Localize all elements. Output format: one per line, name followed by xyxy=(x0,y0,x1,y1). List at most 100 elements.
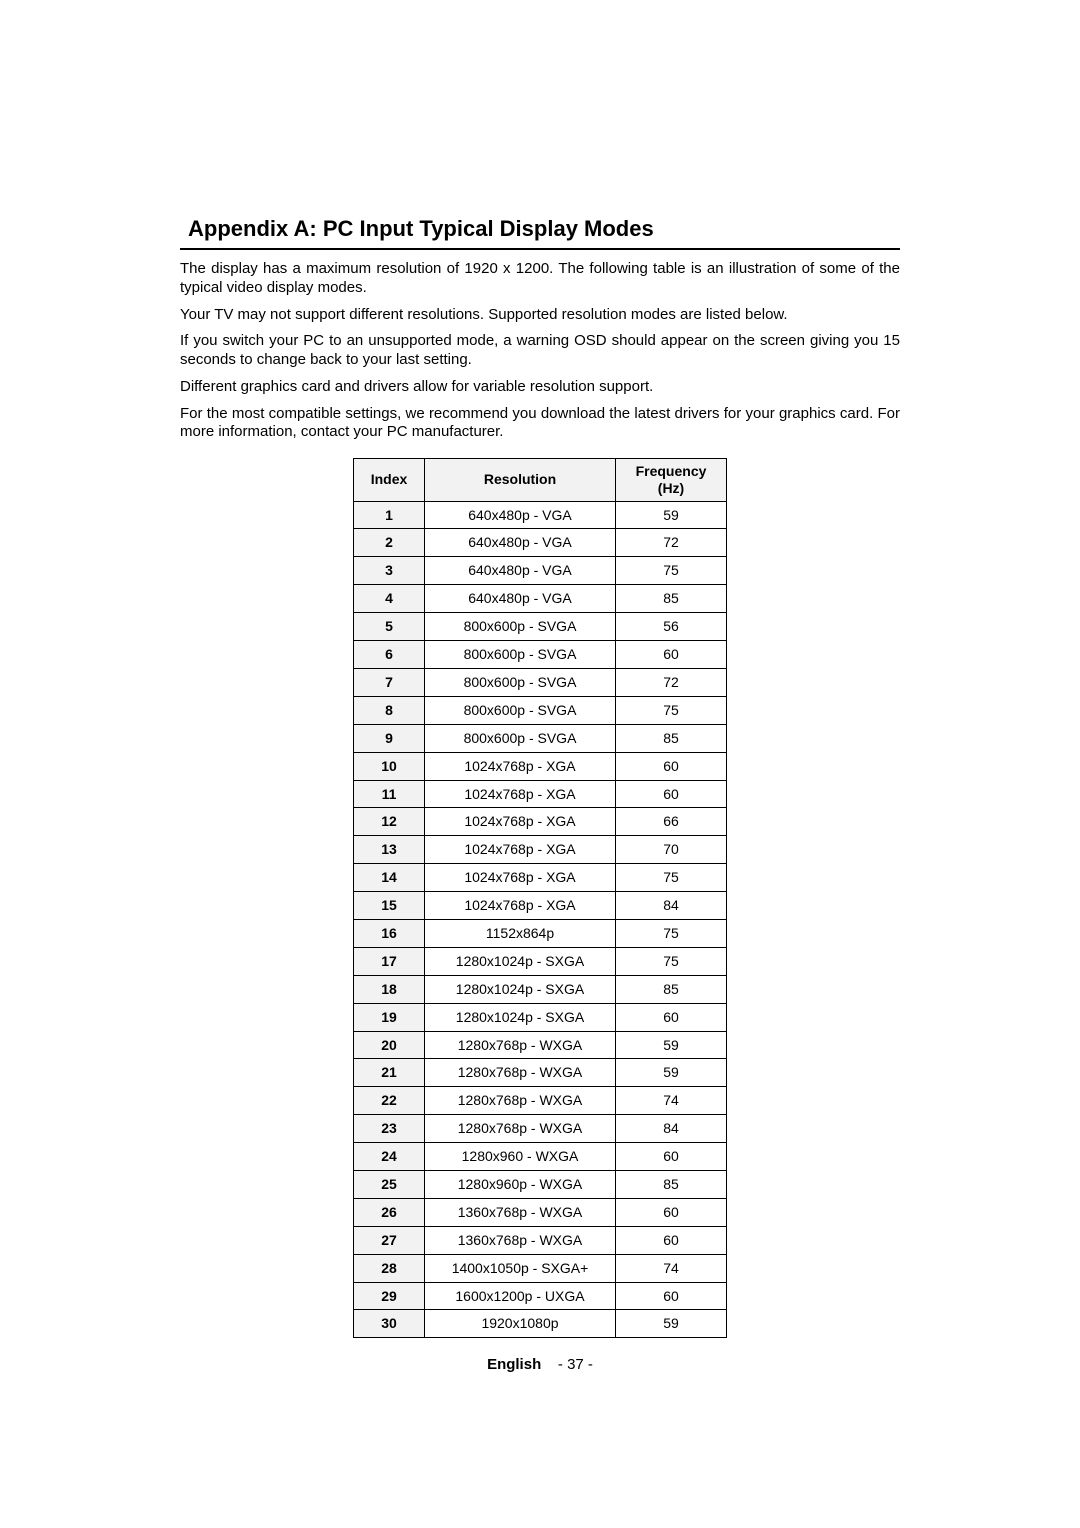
cell-frequency: 60 xyxy=(616,641,727,669)
cell-resolution: 1024x768p - XGA xyxy=(425,752,616,780)
table-row: 141024x768p - XGA75 xyxy=(354,864,727,892)
cell-resolution: 1024x768p - XGA xyxy=(425,808,616,836)
cell-index: 4 xyxy=(354,585,425,613)
cell-resolution: 1280x768p - WXGA xyxy=(425,1115,616,1143)
cell-frequency: 84 xyxy=(616,1115,727,1143)
paragraph: Your TV may not support different resolu… xyxy=(180,306,900,325)
table-row: 291600x1200p - UXGA60 xyxy=(354,1282,727,1310)
cell-index: 19 xyxy=(354,1003,425,1031)
cell-resolution: 1024x768p - XGA xyxy=(425,864,616,892)
page-footer: English - 37 - xyxy=(0,1356,1080,1373)
frequency-unit: (Hz) xyxy=(658,480,684,496)
cell-frequency: 59 xyxy=(616,1059,727,1087)
footer-page-number: - 37 - xyxy=(558,1356,593,1373)
cell-frequency: 66 xyxy=(616,808,727,836)
table-row: 281400x1050p - SXGA+74 xyxy=(354,1254,727,1282)
cell-resolution: 1280x1024p - SXGA xyxy=(425,975,616,1003)
cell-index: 6 xyxy=(354,641,425,669)
cell-resolution: 1600x1200p - UXGA xyxy=(425,1282,616,1310)
col-header-resolution: Resolution xyxy=(425,459,616,502)
table-row: 151024x768p - XGA84 xyxy=(354,892,727,920)
cell-frequency: 75 xyxy=(616,696,727,724)
table-row: 9800x600p - SVGA85 xyxy=(354,724,727,752)
cell-frequency: 60 xyxy=(616,1226,727,1254)
cell-resolution: 1360x768p - WXGA xyxy=(425,1198,616,1226)
table-row: 161152x864p75 xyxy=(354,919,727,947)
cell-frequency: 56 xyxy=(616,613,727,641)
table-row: 211280x768p - WXGA59 xyxy=(354,1059,727,1087)
table-row: 131024x768p - XGA70 xyxy=(354,836,727,864)
cell-resolution: 800x600p - SVGA xyxy=(425,613,616,641)
table-row: 2640x480p - VGA72 xyxy=(354,529,727,557)
cell-resolution: 1024x768p - XGA xyxy=(425,780,616,808)
cell-index: 22 xyxy=(354,1087,425,1115)
cell-index: 25 xyxy=(354,1170,425,1198)
table-row: 191280x1024p - SXGA60 xyxy=(354,1003,727,1031)
cell-frequency: 60 xyxy=(616,780,727,808)
cell-index: 27 xyxy=(354,1226,425,1254)
footer-spacer xyxy=(545,1356,553,1373)
cell-resolution: 1280x960p - WXGA xyxy=(425,1170,616,1198)
cell-resolution: 1024x768p - XGA xyxy=(425,836,616,864)
col-header-index: Index xyxy=(354,459,425,502)
table-row: 181280x1024p - SXGA85 xyxy=(354,975,727,1003)
cell-frequency: 85 xyxy=(616,1170,727,1198)
frequency-label: Frequency xyxy=(636,463,707,479)
table-row: 171280x1024p - SXGA75 xyxy=(354,947,727,975)
cell-frequency: 59 xyxy=(616,1310,727,1338)
cell-index: 29 xyxy=(354,1282,425,1310)
page-title: Appendix A: PC Input Typical Display Mod… xyxy=(188,216,892,242)
cell-frequency: 75 xyxy=(616,947,727,975)
cell-resolution: 800x600p - SVGA xyxy=(425,641,616,669)
table-row: 101024x768p - XGA60 xyxy=(354,752,727,780)
cell-resolution: 1280x768p - WXGA xyxy=(425,1031,616,1059)
cell-resolution: 1152x864p xyxy=(425,919,616,947)
cell-resolution: 640x480p - VGA xyxy=(425,585,616,613)
cell-index: 10 xyxy=(354,752,425,780)
table-row: 3640x480p - VGA75 xyxy=(354,557,727,585)
cell-resolution: 640x480p - VGA xyxy=(425,501,616,529)
table-row: 6800x600p - SVGA60 xyxy=(354,641,727,669)
table-row: 201280x768p - WXGA59 xyxy=(354,1031,727,1059)
table-row: 261360x768p - WXGA60 xyxy=(354,1198,727,1226)
display-modes-table: Index Resolution Frequency (Hz) 1640x480… xyxy=(353,458,727,1338)
cell-resolution: 1360x768p - WXGA xyxy=(425,1226,616,1254)
cell-index: 8 xyxy=(354,696,425,724)
cell-resolution: 800x600p - SVGA xyxy=(425,696,616,724)
cell-frequency: 59 xyxy=(616,1031,727,1059)
paragraph: Different graphics card and drivers allo… xyxy=(180,378,900,397)
cell-frequency: 60 xyxy=(616,1282,727,1310)
cell-frequency: 74 xyxy=(616,1254,727,1282)
cell-index: 28 xyxy=(354,1254,425,1282)
table-row: 271360x768p - WXGA60 xyxy=(354,1226,727,1254)
table-row: 111024x768p - XGA60 xyxy=(354,780,727,808)
table-header: Index Resolution Frequency (Hz) xyxy=(354,459,727,502)
cell-index: 21 xyxy=(354,1059,425,1087)
cell-index: 2 xyxy=(354,529,425,557)
cell-index: 30 xyxy=(354,1310,425,1338)
cell-frequency: 75 xyxy=(616,557,727,585)
cell-resolution: 1400x1050p - SXGA+ xyxy=(425,1254,616,1282)
table-row: 241280x960 - WXGA60 xyxy=(354,1143,727,1171)
cell-index: 16 xyxy=(354,919,425,947)
paragraph: The display has a maximum resolution of … xyxy=(180,260,900,298)
cell-index: 9 xyxy=(354,724,425,752)
cell-frequency: 60 xyxy=(616,1198,727,1226)
cell-index: 13 xyxy=(354,836,425,864)
cell-frequency: 75 xyxy=(616,919,727,947)
cell-frequency: 74 xyxy=(616,1087,727,1115)
table-header-row: Index Resolution Frequency (Hz) xyxy=(354,459,727,502)
cell-resolution: 640x480p - VGA xyxy=(425,529,616,557)
paragraph: For the most compatible settings, we rec… xyxy=(180,405,900,443)
cell-index: 1 xyxy=(354,501,425,529)
table-row: 121024x768p - XGA66 xyxy=(354,808,727,836)
cell-index: 17 xyxy=(354,947,425,975)
cell-frequency: 72 xyxy=(616,668,727,696)
table-container: Index Resolution Frequency (Hz) 1640x480… xyxy=(180,458,900,1338)
cell-index: 18 xyxy=(354,975,425,1003)
cell-index: 15 xyxy=(354,892,425,920)
cell-index: 26 xyxy=(354,1198,425,1226)
table-row: 8800x600p - SVGA75 xyxy=(354,696,727,724)
cell-index: 12 xyxy=(354,808,425,836)
cell-index: 14 xyxy=(354,864,425,892)
